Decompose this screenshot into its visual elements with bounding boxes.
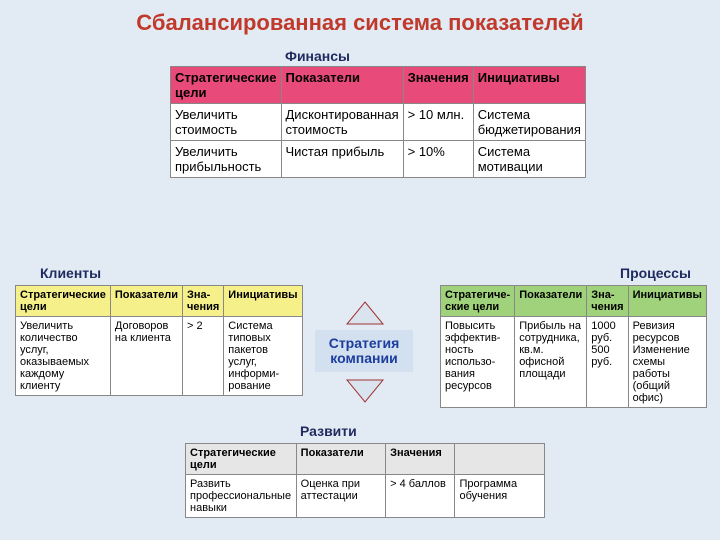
table-row: Повысить эффектив-ность использо-вания р… (441, 317, 707, 408)
table-row: Развить профессиональные навыки Оценка п… (186, 475, 545, 518)
table-row: Увеличить прибыльность Чистая прибыль > … (171, 141, 586, 178)
label-clients: Клиенты (40, 265, 101, 281)
strategy-box: Стратегия компании (315, 330, 413, 372)
th-initiatives: Инициативы (628, 286, 706, 317)
table-clients: Стратегические цели Показатели Зна-чения… (15, 285, 303, 396)
strategy-line2: компании (330, 351, 397, 366)
th-goals: Стратегические цели (16, 286, 111, 317)
th-goals: Стратегиче-ские цели (441, 286, 515, 317)
th-indicators: Показатели (515, 286, 587, 317)
th-initiatives: Инициативы (473, 67, 585, 104)
triangle-up-icon (345, 300, 385, 326)
th-values: Значения (386, 444, 455, 475)
strategy-line1: Стратегия (329, 336, 400, 351)
triangle-down-icon (345, 378, 385, 404)
table-processes: Стратегиче-ские цели Показатели Зна-чени… (440, 285, 707, 408)
th-initiatives (455, 444, 545, 475)
table-development: Стратегические цели Показатели Значения … (185, 443, 545, 518)
th-values: Зна-чения (587, 286, 628, 317)
table-row: Увеличить количество услуг, оказываемых … (16, 317, 303, 396)
th-goals: Стратегические цели (171, 67, 282, 104)
label-finance: Финансы (285, 48, 350, 64)
th-values: Значения (403, 67, 473, 104)
th-indicators: Показатели (110, 286, 182, 317)
th-values: Зна-чения (182, 286, 223, 317)
th-indicators: Показатели (296, 444, 385, 475)
page-title: Сбалансированная система показателей (0, 10, 720, 36)
th-initiatives: Инициативы (224, 286, 302, 317)
label-development: Развити (300, 423, 357, 439)
table-finance: Стратегические цели Показатели Значения … (170, 66, 586, 178)
th-indicators: Показатели (281, 67, 403, 104)
table-row: Увеличить стоимость Дисконтированная сто… (171, 104, 586, 141)
th-goals: Стратегические цели (186, 444, 297, 475)
label-processes: Процессы (620, 265, 691, 281)
